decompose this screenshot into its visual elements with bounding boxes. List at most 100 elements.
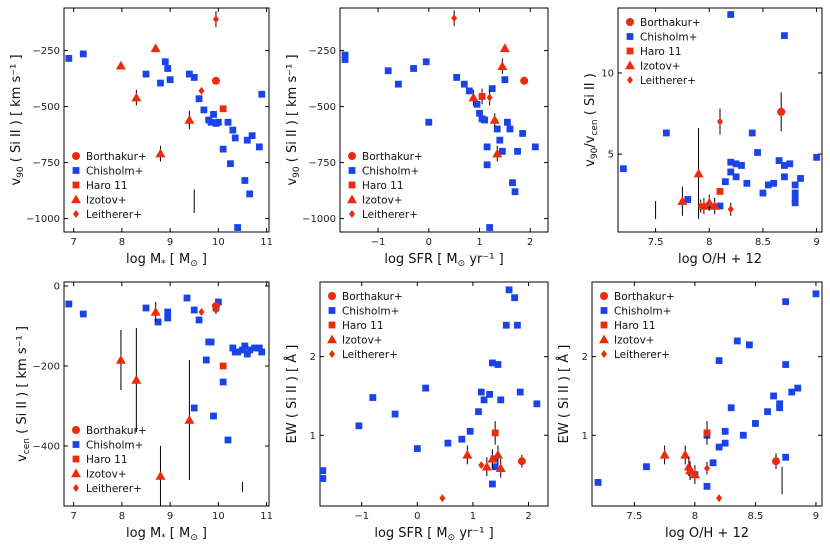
plot-frame — [617, 7, 823, 233]
legend-marker-triangle — [71, 468, 81, 478]
chisholm-point — [781, 162, 788, 169]
x-tick-label: 7 — [70, 511, 76, 522]
chisholm-point — [229, 126, 237, 134]
legend-entry: Haro 11 — [86, 454, 128, 466]
legend-marker-diamond — [601, 350, 607, 358]
chisholm-point — [759, 189, 767, 197]
x-tick-label: 8 — [119, 511, 125, 522]
chisholm-point — [210, 412, 217, 420]
leitherer-point — [439, 494, 446, 503]
legend-entry: Izotov+ — [614, 335, 655, 347]
izotov-point — [150, 307, 161, 316]
chisholm-point — [745, 341, 753, 349]
chisholm-point — [721, 178, 729, 186]
chisholm-point — [65, 55, 73, 62]
legend-entry: Chisholm+ — [342, 306, 399, 318]
chisholm-point — [210, 111, 217, 118]
legend-entry: Haro 11 — [362, 180, 404, 192]
legend-marker-square — [600, 307, 608, 314]
izotov-point — [689, 469, 700, 479]
panel-p2: −1 0 1 2 −1000 −750 −500 −250 log SFR [ M⊙ yr⁻¹ … — [285, 7, 549, 269]
legend: Borthakur+ Chisholm+ Haro 11 Izotov+ Leither… — [347, 151, 423, 221]
legend-entry: Borthakur+ — [86, 151, 147, 163]
chisholm-point — [219, 145, 227, 153]
x-axis-label: log O/H + 12 — [665, 526, 749, 541]
izotov-point — [704, 197, 715, 207]
x-axis-label: log SFR [ M⊙ yr⁻¹ ] — [374, 526, 493, 543]
chisholm-point — [239, 346, 246, 354]
legend-entry: Haro 11 — [640, 46, 682, 58]
chisholm-point — [776, 400, 784, 408]
chisholm-point — [164, 65, 172, 72]
chisholm-point — [234, 224, 242, 231]
chisholm-point — [716, 202, 724, 210]
legend-entry: Chisholm+ — [86, 440, 143, 452]
y-tick-label: −500 — [309, 102, 336, 113]
chisholm-point — [752, 420, 759, 427]
panel-p4: 7 8 9 10 11 −400 −200 0 log M* [ M⊙ ] vcen ( Si I… — [15, 281, 273, 543]
legend-marker-square — [72, 455, 80, 463]
chisholm-point — [207, 118, 215, 126]
chisholm-point — [422, 384, 430, 392]
leitherer-point — [704, 464, 710, 473]
chisholm-point — [473, 100, 481, 108]
chisholm-point — [488, 359, 496, 367]
chisholm-point — [684, 196, 692, 203]
legend: Borthakur+ Chisholm+ Haro 11 Izotov+ Leither… — [327, 291, 403, 361]
izotov-point — [131, 92, 142, 102]
legend-entry: Leitherer+ — [640, 75, 696, 87]
chisholm-point — [142, 304, 150, 312]
chisholm-point — [703, 482, 711, 490]
x-tick-label: 7.5 — [648, 237, 664, 248]
chisholm-point — [224, 118, 232, 126]
legend-marker-diamond — [627, 76, 633, 84]
y-tick-label: −500 — [33, 102, 60, 113]
chisholm-point — [79, 50, 87, 58]
leitherer-point — [716, 494, 723, 503]
legend-marker-triangle — [625, 60, 635, 70]
plot-frame — [63, 7, 270, 233]
chisholm-point — [425, 118, 433, 126]
chisholm-point — [483, 143, 491, 151]
x-tick-label: 8 — [692, 511, 698, 522]
izotov-point — [462, 449, 473, 459]
chisholm-point — [727, 11, 735, 18]
chisholm-point — [776, 404, 784, 412]
chisholm-point — [501, 76, 509, 84]
x-tick-label: 11 — [260, 511, 273, 522]
legend-marker-circle — [328, 292, 336, 300]
izotov-point — [131, 375, 142, 384]
chisholm-point — [791, 199, 799, 207]
panel-p1: 7 8 9 10 11 −1000 −750 −500 −250 log M* [ M⊙ ] v90… — [9, 7, 273, 269]
izotov-point — [184, 115, 195, 124]
legend-marker-circle — [626, 18, 634, 26]
chisholm-point — [480, 396, 488, 404]
x-tick-label: 9 — [813, 237, 819, 248]
izotov-point — [155, 148, 166, 158]
izotov-point — [468, 92, 479, 102]
y-tick-label: 2 — [310, 352, 316, 363]
chisholm-point — [231, 134, 239, 142]
legend-marker-circle — [600, 292, 608, 300]
haro11-point — [716, 188, 724, 195]
legend-marker-triangle — [599, 334, 609, 344]
leitherer-point — [486, 93, 493, 102]
borthakur-point — [772, 457, 780, 466]
legend-entry: Leitherer+ — [362, 209, 418, 221]
chisholm-point — [466, 427, 474, 435]
chisholm-point — [255, 143, 263, 151]
chisholm-point — [190, 74, 198, 81]
x-tick-label: −1 — [371, 237, 386, 248]
chisholm-point — [491, 463, 499, 471]
y-tick-label: −400 — [33, 442, 60, 453]
chisholm-point — [186, 70, 193, 78]
legend-marker-triangle — [71, 194, 81, 204]
legend-entry: Leitherer+ — [342, 349, 398, 361]
chisholm-point — [200, 106, 208, 114]
legend-marker-square — [348, 181, 356, 189]
legend-marker-square — [328, 321, 336, 329]
x-tick-label: 8.5 — [747, 511, 763, 522]
leitherer-point — [212, 15, 219, 24]
chisholm-point — [488, 85, 496, 93]
chisholm-point — [754, 149, 761, 156]
